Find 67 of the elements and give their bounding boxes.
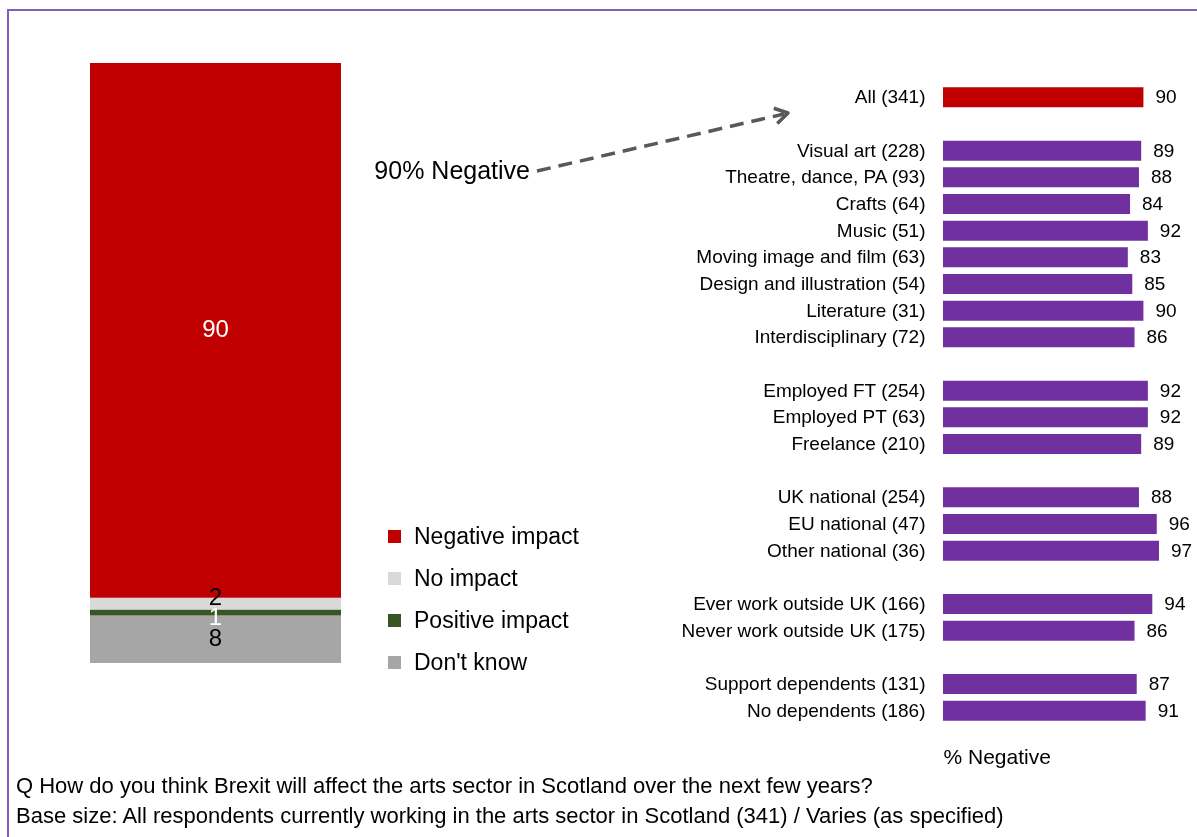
bar (943, 220, 1148, 241)
y-tick-label: Interdisciplinary (72) (754, 326, 926, 348)
data-label: 92 (1159, 379, 1182, 401)
bar (943, 487, 1139, 508)
y-tick-label: Visual art (228) (797, 139, 926, 161)
legend-label: Negative impact (414, 522, 580, 549)
bar (943, 167, 1139, 188)
data-label: 86 (1146, 619, 1168, 641)
data-label: 92 (1159, 219, 1182, 241)
y-tick-label: Theatre, dance, PA (93) (725, 166, 926, 188)
bar (943, 700, 1146, 721)
bar (943, 514, 1157, 534)
data-label: 90 (1155, 299, 1177, 321)
bar (943, 674, 1137, 694)
data-label: 96 (1168, 513, 1190, 534)
bar (943, 620, 1135, 641)
y-tick-label: No dependents (186) (746, 699, 926, 721)
text: Q How do you think Brexit will affect the arts sector in Scotland over the next few years? (16, 772, 873, 800)
y-tick-label: Music (51) (836, 219, 926, 241)
data-label: 87 (1148, 673, 1170, 694)
bar (943, 247, 1128, 268)
data-label: 92 (1159, 406, 1182, 428)
bar (943, 87, 1144, 108)
y-tick-label: Design and illustration (54) (699, 273, 926, 294)
data-label: 97 (1171, 539, 1193, 561)
y-tick-label: Crafts (64) (835, 193, 926, 214)
data-label: 91 (1157, 699, 1179, 721)
y-tick-label: Other national (36) (767, 539, 926, 561)
y-tick-label: Employed PT (63) (772, 406, 926, 428)
data-label: 94 (1164, 593, 1186, 614)
y-tick-label: EU national (47) (788, 513, 926, 534)
bar (943, 407, 1148, 428)
legend-label: Don't know (414, 648, 528, 675)
data-label: 8 (208, 624, 223, 652)
y-tick-label: All (341) (854, 86, 926, 108)
bar (943, 434, 1142, 454)
bar (943, 300, 1144, 321)
y-tick-label: Never work outside UK (175) (681, 619, 926, 641)
data-label: 88 (1150, 486, 1173, 508)
bar (943, 274, 1133, 294)
text: 90% Negative (373, 155, 530, 185)
bar (943, 194, 1131, 214)
y-tick-label: Literature (31) (806, 299, 926, 321)
data-label: 83 (1139, 246, 1161, 268)
data-label: 85 (1144, 273, 1166, 294)
y-tick-label: Freelance (210) (791, 433, 926, 454)
y-tick-label: Moving image and film (63) (696, 246, 926, 268)
bar (943, 140, 1142, 161)
data-label: 89 (1153, 139, 1175, 161)
bar (943, 594, 1153, 614)
y-tick-label: Employed FT (254) (763, 379, 926, 401)
legend-label: No impact (414, 564, 519, 591)
data-label: 90 (202, 315, 229, 343)
data-label: 88 (1150, 166, 1173, 188)
text: Base size: All respondents currently working in the arts sector in Scotland (341) / Varies (as specified) (16, 802, 1004, 830)
bar (943, 540, 1159, 561)
data-label: 86 (1146, 326, 1168, 348)
bar (943, 327, 1135, 348)
data-label: 90 (1155, 86, 1177, 108)
legend-label: Positive impact (414, 606, 570, 633)
y-tick-label: UK national (254) (777, 486, 926, 508)
bar (943, 380, 1148, 401)
x-axis-title: % Negative (943, 744, 1051, 768)
y-tick-label: Support dependents (131) (704, 673, 926, 694)
data-label: 84 (1142, 193, 1164, 214)
data-label: 89 (1153, 433, 1175, 454)
y-tick-label: Ever work outside UK (166) (693, 593, 926, 614)
